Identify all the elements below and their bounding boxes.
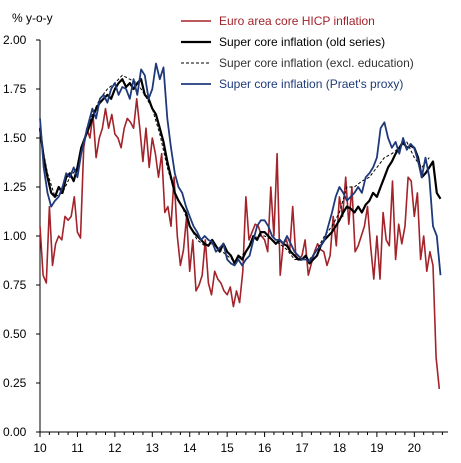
legend-label: Super core inflation (excl. education)	[219, 56, 414, 70]
y-axis-ticks: 0.00 0.25 0.50 0.75 1.00 1.25 1.50 1.75 2.00	[3, 33, 40, 439]
x-tick-label: 17	[295, 441, 309, 455]
y-tick-label: 1.25	[3, 180, 27, 194]
y-tick-label: 1.50	[3, 131, 27, 145]
y-tick-label: 0.50	[3, 327, 27, 341]
y-tick-label: 0.25	[3, 376, 27, 390]
series-line-2	[38, 78, 442, 265]
x-tick-label: 15	[220, 441, 234, 455]
y-tick-label: 1.00	[3, 229, 27, 243]
legend-label: Euro area core HICP inflation	[219, 14, 375, 28]
x-tick-label: 11	[71, 441, 84, 455]
series-line-1	[39, 98, 441, 389]
x-tick-label: 13	[146, 441, 160, 455]
legend: Euro area core HICP inflation Super core …	[181, 14, 414, 91]
y-axis-label: % y-o-y	[12, 11, 53, 25]
series-lines	[38, 62, 442, 389]
y-tick-label: 0.75	[3, 278, 27, 292]
x-tick-label: 18	[333, 441, 347, 455]
x-tick-label: 20	[408, 441, 422, 455]
y-tick-label: 0.00	[3, 425, 27, 439]
x-tick-label: 19	[370, 441, 384, 455]
y-tick-label: 1.75	[3, 82, 27, 96]
x-axis-ticks: 10 11 12 13 14 15 16 17 18 19 20	[33, 432, 443, 455]
series-line-4	[39, 62, 442, 276]
legend-label: Super core inflation (Praet's proxy)	[219, 77, 403, 91]
x-tick-label: 12	[108, 441, 122, 455]
x-tick-label: 14	[183, 441, 197, 455]
x-tick-label: 16	[258, 441, 272, 455]
x-tick-label: 10	[33, 441, 47, 455]
y-tick-label: 2.00	[3, 33, 27, 47]
legend-label: Super core inflation (old series)	[219, 35, 385, 49]
